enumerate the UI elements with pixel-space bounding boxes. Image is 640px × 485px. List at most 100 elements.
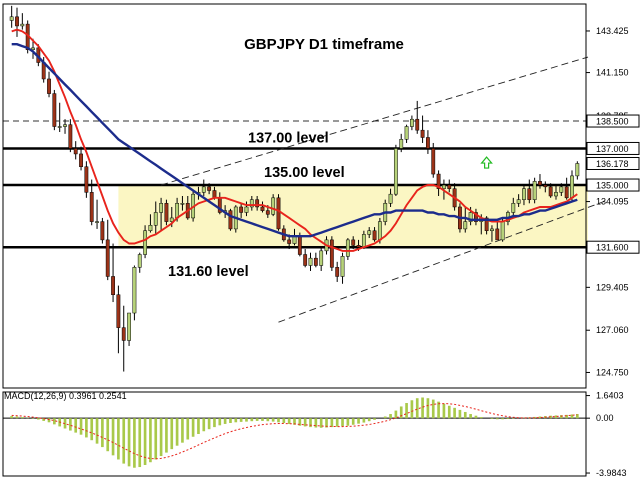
candle-body-down [164,203,169,222]
candle-body-up [559,186,564,193]
candle [393,144,398,196]
candle [340,252,345,284]
level-annotation: 131.60 level [168,264,249,280]
candle [68,119,73,153]
level-annotation: 135.00 level [264,165,345,181]
candle [89,179,94,226]
candle [228,208,233,231]
candle-body-down [265,210,270,215]
candle-body-down [47,78,51,94]
moving-average-slow [11,43,578,238]
candle-body-up [367,230,372,235]
candle [249,196,254,211]
candle-body-up [532,181,537,200]
candle [399,133,404,153]
candle-body-down [420,129,425,138]
candle-body-up [409,118,414,127]
candle-body-up [271,197,276,215]
candle [388,188,393,207]
candle [244,201,249,217]
price-pane-border [2,3,587,389]
candle-body-up [153,212,158,226]
macd-tick-label: 1.6403 [596,391,624,401]
channel-line-1 [278,201,605,323]
candle-body-up [500,221,505,241]
macd-signal-line [11,403,578,460]
candle-body-down [335,267,340,277]
candle-body-up [393,148,398,195]
candle-body-up [244,206,249,213]
candle-body-down [436,173,441,189]
macd-label: MACD(12,26,9) 0.3961 0.2541 [4,391,127,401]
candle-body-down [68,124,73,149]
candle [239,203,244,218]
candle [79,146,83,171]
candle [559,183,564,196]
candle [52,89,57,131]
price-label-box [586,178,640,192]
price-tick-label: 143.425 [596,26,629,36]
candle [201,179,206,196]
candle [436,170,441,196]
candle-body-up [249,199,254,208]
candle [522,185,526,206]
candle-body-down [100,221,105,241]
candle-body-down [212,190,217,199]
candle [255,196,260,211]
candle-body-down [89,192,94,222]
candle-body-down [372,230,377,241]
candle-body-up [511,203,516,213]
candle-body-up [31,47,35,50]
level-annotation: 137.00 level [248,130,329,146]
candle-body-up [159,203,163,213]
candle-body-up [319,250,324,266]
candle-body-down [415,118,420,131]
candle [564,177,569,200]
candle-body-down [260,206,265,211]
price-label: 135.000 [596,181,629,191]
candle-body-down [447,184,452,189]
candle [153,201,158,235]
candle [9,5,14,28]
candle-body-down [287,239,292,244]
candle-body-down [228,210,233,230]
price-label-box [586,114,640,128]
candle [372,227,377,242]
candle-body-down [255,199,260,208]
up-arrow-icon [480,156,493,169]
candle-body-up [468,212,473,222]
candle-body-down [564,186,569,199]
candle [308,252,313,271]
candle [303,249,308,268]
candle [137,252,142,273]
candle-body-up [137,254,142,268]
candle-body-up [143,230,147,255]
candle-body-down [297,235,302,255]
candle [47,71,51,98]
candle-body-down [276,197,281,230]
price-label-box [586,240,640,254]
candle [490,225,494,242]
price-tick-label: 124.750 [596,367,629,377]
candle-body-down [426,137,430,149]
candle [319,247,324,271]
candle-body-down [84,166,89,193]
candle [84,161,89,198]
candle [329,236,334,271]
candle [447,179,452,193]
candle [271,194,276,217]
candle-body-down [79,153,83,167]
candle-body-down [15,16,19,27]
candle-body-up [308,257,313,266]
candle [116,285,121,354]
candle-body-up [127,312,131,341]
candle-body-up [361,234,366,248]
candle [351,236,356,250]
candle-body-up [570,175,574,199]
candle [474,208,478,226]
macd-tick-label: -3.9843 [596,468,627,478]
candle [554,185,558,200]
candle-body-up [404,126,409,140]
price-tick-label: 127.060 [596,325,629,335]
